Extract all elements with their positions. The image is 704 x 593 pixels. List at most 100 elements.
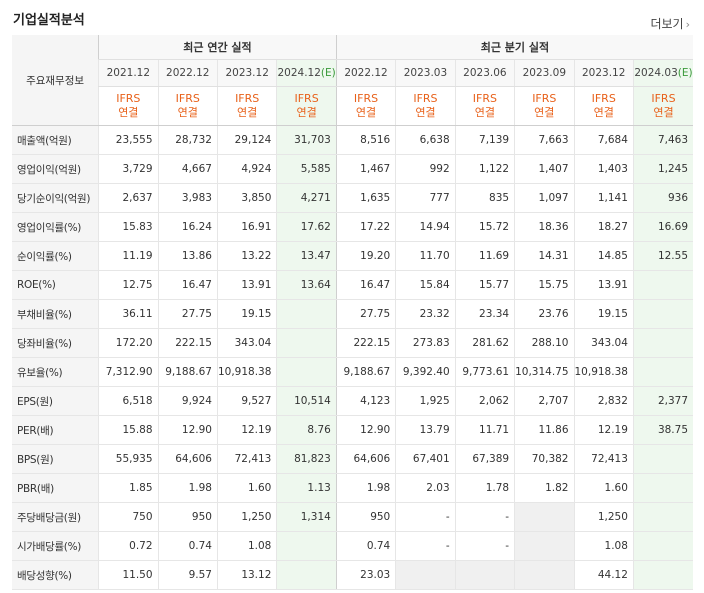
- table-cell: 222.15: [157, 328, 218, 358]
- period-header: 2023.09: [514, 59, 574, 87]
- table-cell: 11.50: [98, 560, 159, 590]
- table-row: 유보율(%) 7,312.90 9,188.67 10,918.38 9,188.67 9…: [12, 357, 693, 387]
- table-cell: 27.75: [335, 299, 396, 329]
- more-link[interactable]: 더보기 ›: [650, 15, 690, 32]
- table-cell: 2,377: [632, 386, 693, 416]
- table-cell: 19.15: [573, 299, 634, 329]
- table-cell: 28,732: [157, 125, 218, 155]
- row-label: 배당성향(%): [12, 560, 99, 590]
- table-cell: 18.27: [573, 212, 634, 242]
- row-label: 영업이익률(%): [12, 212, 99, 242]
- table-cell: [276, 357, 337, 387]
- table-cell: 67,389: [454, 444, 515, 474]
- table-cell: 1.98: [335, 473, 396, 503]
- table-row: 시가배당률(%) 0.72 0.74 1.08 0.74- -1.08: [12, 531, 693, 561]
- table-cell: 1.98: [157, 473, 218, 503]
- table-cell: 1,403: [573, 154, 634, 184]
- ifrs-label: IFRS 연결: [395, 86, 456, 126]
- table-cell: 23.03: [335, 560, 396, 590]
- table-cell: 8,516: [335, 125, 396, 155]
- table-cell: 27.75: [157, 299, 218, 329]
- table-cell: 36.11: [98, 299, 159, 329]
- table-cell: 11.71: [454, 415, 515, 445]
- table-cell: 18.36: [514, 212, 574, 242]
- table-cell: 16.47: [335, 270, 396, 300]
- table-cell: 12.90: [335, 415, 396, 445]
- table-row: 영업이익률(%) 15.83 16.24 16.91 17.62 17.22 14.94 15…: [12, 212, 693, 242]
- table-cell: 7,463: [632, 125, 693, 155]
- row-label: 순이익률(%): [12, 241, 99, 271]
- financial-summary-table: 주요재무정보 최근 연간 실적 최근 분기 실적 2021.12 2022.12 2…: [12, 35, 693, 590]
- table-row: 부채비율(%) 36.11 27.75 19.15 27.75 23.32 23.34 23.…: [12, 299, 693, 329]
- table-row: 영업이익(억원) 3,729 4,667 4,924 5,585 1,467 992 1,12…: [12, 154, 693, 184]
- period-header: 2023.06: [454, 59, 515, 87]
- table-cell: 44.12: [573, 560, 634, 590]
- row-label: EPS(원): [12, 386, 99, 416]
- table-cell: [276, 299, 337, 329]
- table-cell: 1.13: [276, 473, 337, 503]
- table-cell: 14.31: [514, 241, 574, 271]
- table-cell: 172.20: [98, 328, 159, 358]
- table-cell: 17.62: [276, 212, 337, 242]
- table-row: PER(배) 15.88 12.90 12.19 8.76 12.90 13.79 11.71…: [12, 415, 693, 445]
- table-row: 당기순이익(억원) 2,637 3,983 3,850 4,271 1,635 777 835…: [12, 183, 693, 213]
- table-cell: 1,122: [454, 154, 515, 184]
- table-cell: 343.04: [216, 328, 277, 358]
- table-cell: [632, 502, 693, 532]
- table-cell: 222.15: [335, 328, 396, 358]
- table-cell: 67,401: [395, 444, 456, 474]
- table-cell: 9,924: [157, 386, 218, 416]
- table-cell: 3,729: [98, 154, 159, 184]
- table-cell: 936: [632, 183, 693, 213]
- table-cell: [632, 560, 693, 590]
- table-cell: 273.83: [395, 328, 456, 358]
- table-cell: 8.76: [276, 415, 337, 445]
- table-cell: 2,832: [573, 386, 634, 416]
- table-cell: 4,924: [216, 154, 277, 184]
- table-cell: 9,392.40: [395, 357, 456, 387]
- table-cell: 1,635: [335, 183, 396, 213]
- table-cell: 4,123: [335, 386, 396, 416]
- quarterly-group-header: 최근 분기 실적: [335, 35, 693, 60]
- table-cell: 12.75: [98, 270, 159, 300]
- table-cell: 950: [157, 502, 218, 532]
- section-title: 기업실적분석: [13, 13, 85, 28]
- table-cell: 14.85: [573, 241, 634, 271]
- table-cell: 10,918.38: [216, 357, 277, 387]
- table-cell: 72,413: [573, 444, 634, 474]
- table-cell: 16.47: [157, 270, 218, 300]
- table-cell: 835: [454, 183, 515, 213]
- row-label: 영업이익(억원): [12, 154, 99, 184]
- table-cell: 1,097: [514, 183, 574, 213]
- table-cell: 0.72: [98, 531, 159, 561]
- table-cell: [632, 531, 693, 561]
- table-cell: 16.91: [216, 212, 277, 242]
- table-cell: 55,935: [98, 444, 159, 474]
- table-cell: 12.55: [632, 241, 693, 271]
- table-cell: 16.24: [157, 212, 218, 242]
- table-cell: 11.70: [395, 241, 456, 271]
- table-cell: [514, 560, 574, 590]
- table-row: 주당배당금(원) 750 950 1,250 1,314 950- -1,250: [12, 502, 693, 532]
- table-cell: [632, 328, 693, 358]
- table-cell: [632, 444, 693, 474]
- table-cell: 13.12: [216, 560, 277, 590]
- table-cell: [632, 270, 693, 300]
- table-cell: 750: [98, 502, 159, 532]
- table-cell: 288.10: [514, 328, 574, 358]
- table-cell: [514, 531, 574, 561]
- table-cell: 950: [335, 502, 396, 532]
- ifrs-label: IFRS 연결: [514, 86, 574, 126]
- corner-label: 주요재무정보: [12, 35, 99, 126]
- table-cell: 12.19: [216, 415, 277, 445]
- table-cell: 13.91: [573, 270, 634, 300]
- table-cell: 11.86: [514, 415, 574, 445]
- table-cell: 1.85: [98, 473, 159, 503]
- table-cell: 1,245: [632, 154, 693, 184]
- table-cell: 1,925: [395, 386, 456, 416]
- table-cell: 23,555: [98, 125, 159, 155]
- table-cell: 12.90: [157, 415, 218, 445]
- table-cell: 7,139: [454, 125, 515, 155]
- table-cell: 6,638: [395, 125, 456, 155]
- row-label: 매출액(억원): [12, 125, 99, 155]
